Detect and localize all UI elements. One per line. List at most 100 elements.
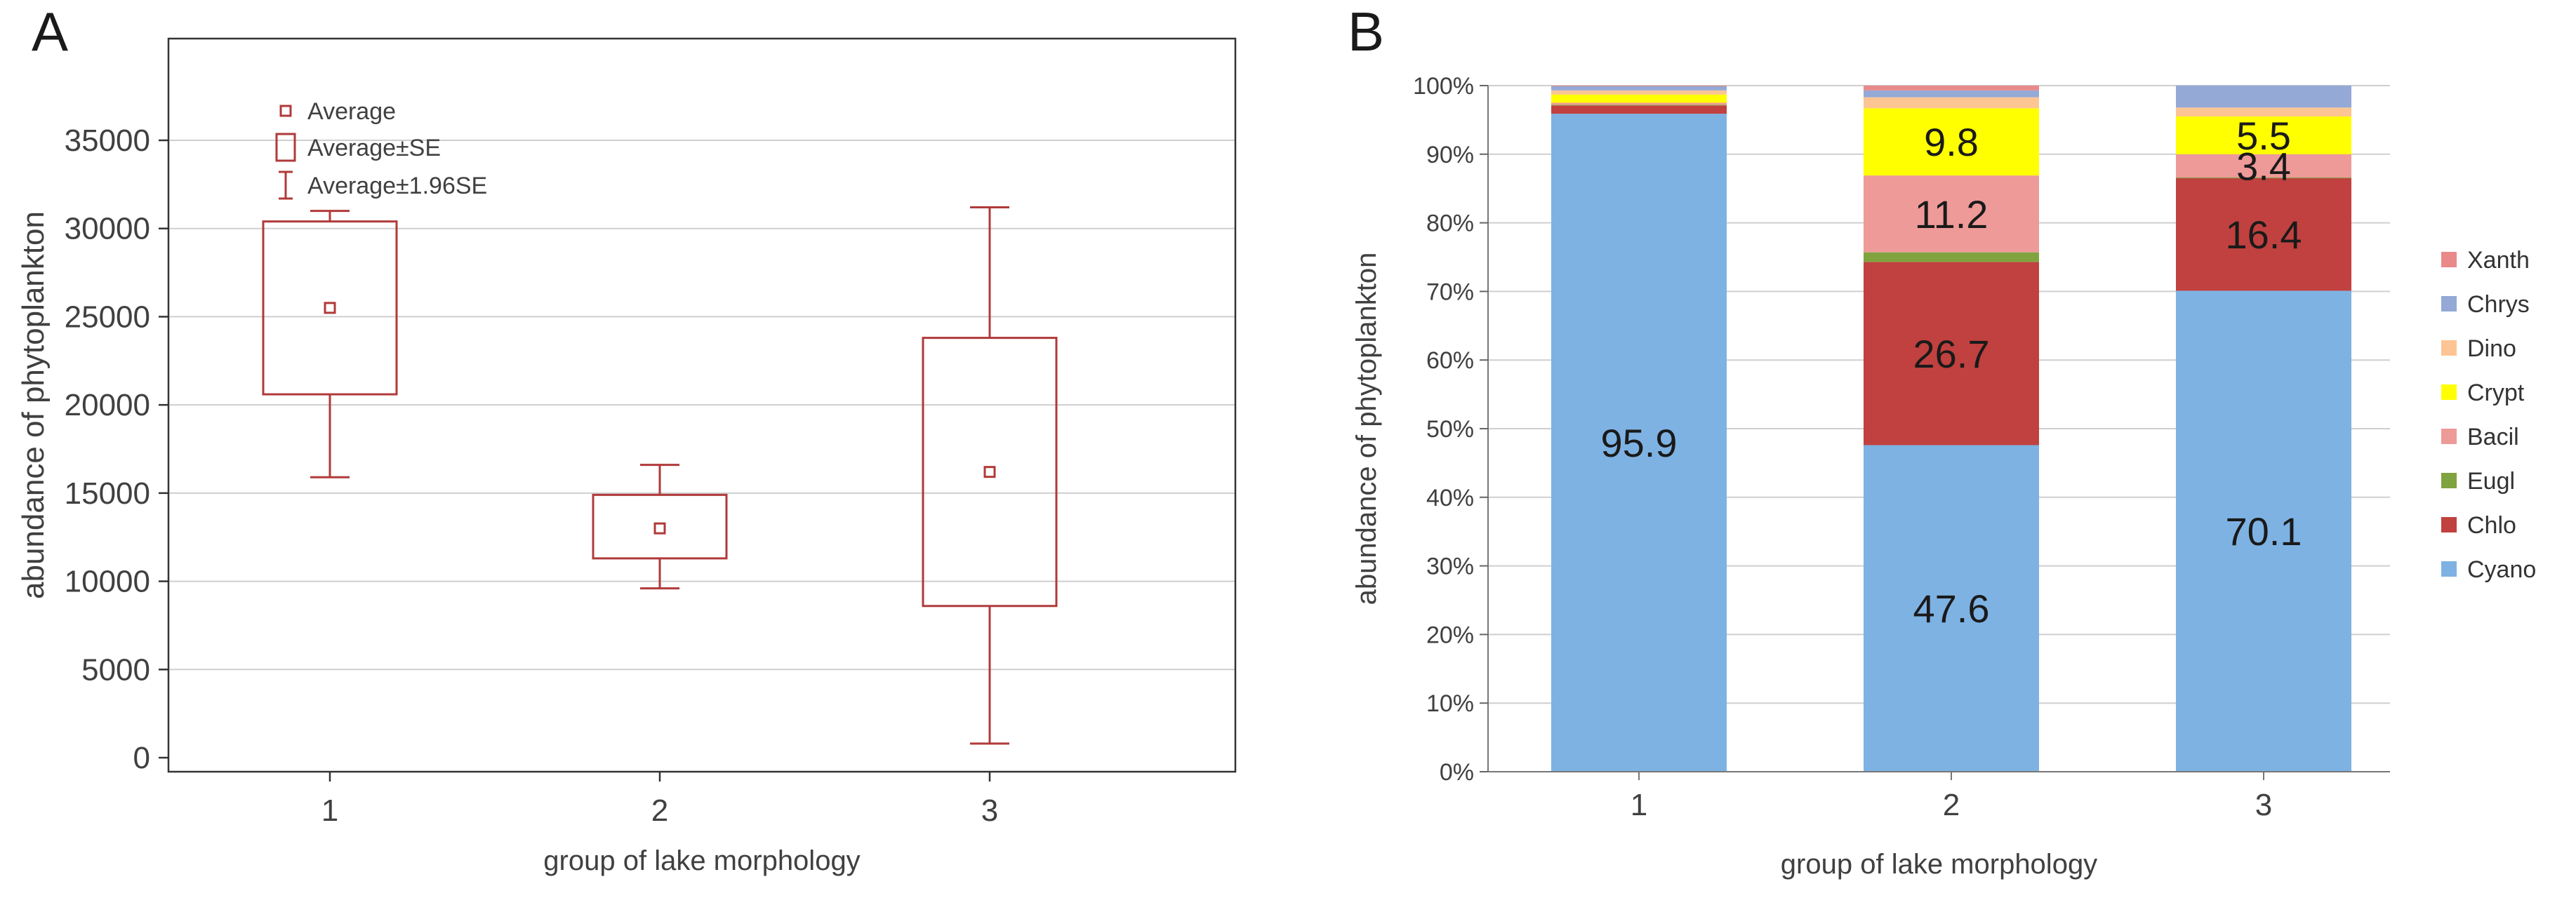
panel-b-y-tick-label: 0% <box>1440 759 1474 786</box>
panel-b-bar-segment-bacil <box>2176 154 2351 178</box>
panel-b-bar-segment-eugl <box>1864 252 2039 262</box>
panel-b-bar-segment-bacil <box>1864 175 2039 253</box>
panel-b-y-tick-label: 50% <box>1426 416 1474 443</box>
panel-b-legend-label-xanth: Xanth <box>2467 247 2530 274</box>
panel-b-bar-segment-chrys <box>1551 86 1727 91</box>
panel-b-data-label: 47.6 <box>1913 587 1990 631</box>
panel-b-data-label: 9.8 <box>1924 120 1979 164</box>
panel-b-bar-segment-chlo <box>2176 178 2351 291</box>
panel-b-legend-swatch-chrys <box>2441 296 2457 311</box>
panel-a-gridlines <box>168 140 1235 671</box>
panel-a-legend-ci: Average±1.96SE <box>307 173 487 199</box>
panel-b-legend-label-crypt: Crypt <box>2467 380 2525 406</box>
panel-a-y-axis-title: abundance of phytoplankton <box>16 211 51 599</box>
panel-a-y-tick-label: 30000 <box>65 212 150 246</box>
panel-b-data-label: 16.4 <box>2226 213 2302 257</box>
panel-b-label: B <box>1348 1 1384 62</box>
panel-a-se-box <box>592 493 728 560</box>
panel-b-bars <box>1551 86 2351 772</box>
panel-a-y-tick-label: 5000 <box>81 652 150 687</box>
panel-b-bar-segment-xanth <box>1864 86 2039 91</box>
panel-a-legend-mean-marker <box>279 105 292 117</box>
panel-b-y-tick-label: 60% <box>1426 347 1474 374</box>
panel-b-bar-segment-eugl <box>2176 177 2351 179</box>
panel-b-bar-segment-chrys <box>2176 86 2351 108</box>
panel-b-x-ticks: 1 2 3 <box>1631 772 2272 822</box>
panel-b-bar-segment-chrys <box>1864 90 2039 98</box>
panel-b-legend-swatch-eugl <box>2441 473 2457 488</box>
panel-b-y-tick-label: 40% <box>1426 485 1474 511</box>
panel-b-legend-swatch-xanth <box>2441 252 2457 267</box>
panel-b-legend-swatch-crypt <box>2441 384 2457 400</box>
panel-b-data-label: 95.9 <box>1601 421 1678 465</box>
panel-b-legend-label-eugl: Eugl <box>2467 468 2515 495</box>
panel-a-x-ticks: 1 2 3 <box>321 772 998 828</box>
panel-b-data-label: 26.7 <box>1913 332 1990 376</box>
panel-a-se-box <box>922 337 1058 608</box>
panel-b-bar-segment-cyano <box>1551 114 1727 772</box>
panel-a-y-tick-label: 20000 <box>65 388 150 422</box>
panel-b-y-tick-label: 90% <box>1426 142 1474 168</box>
panel-b-bar-segment-chlo <box>1551 105 1727 114</box>
panel-b-bar-segment-crypt <box>1551 94 1727 103</box>
panel-a-y-tick-label: 0 <box>133 741 150 775</box>
panel-b-legend-swatch-bacil <box>2441 429 2457 444</box>
panel-a-mean-marker <box>324 302 336 314</box>
panel-a-y-tick-label: 10000 <box>65 565 150 599</box>
panel-a-legend-se: Average±SE <box>307 135 441 161</box>
panel-a-x-tick-label: 2 <box>651 793 668 828</box>
panel-b-legend-label-chrys: Chrys <box>2467 291 2530 318</box>
panel-b-x-tick-label: 3 <box>2255 788 2272 822</box>
panel-a-mean-marker <box>983 466 996 478</box>
panel-a-x-axis-title: group of lake morphology <box>543 845 860 876</box>
panel-b-y-tick-label: 10% <box>1426 690 1474 717</box>
panel-a-legend: Average Average±SE Average±1.96SE <box>275 98 487 200</box>
panel-a-y-tick-label: 25000 <box>65 300 150 334</box>
panel-a-legend-average: Average <box>307 98 396 125</box>
panel-b-data-label: 70.1 <box>2226 509 2302 554</box>
panel-b-y-tick-label: 80% <box>1426 210 1474 237</box>
panel-b-data-label: 11.2 <box>1915 192 1989 236</box>
panel-b-legend-label-cyano: Cyano <box>2467 556 2536 583</box>
panel-b-bar-segment-dino <box>1551 90 1727 95</box>
panel-b-y-ticks: 0% 10% 20% 30% 40% 50% 60% 70% 80% 90% 100% <box>1413 73 1488 786</box>
panel-b-y-tick-label: 100% <box>1413 73 1474 100</box>
panel-a-x-tick-label: 1 <box>321 793 338 828</box>
panel-b-bar-segment-crypt <box>2176 116 2351 154</box>
panel-b-x-tick-label: 2 <box>1943 788 1960 822</box>
panel-b-bar-segment-chlo <box>1864 262 2039 445</box>
panel-a-x-tick-label: 3 <box>981 793 998 828</box>
panel-b-bar-segment-dino <box>2176 107 2351 117</box>
panel-b-bar-segment-dino <box>1864 97 2039 109</box>
panel-a-mean-marker <box>653 522 666 535</box>
panel-b-x-axis-title: group of lake morphology <box>1781 849 2097 880</box>
panel-a-legend-se-box <box>275 133 296 162</box>
panel-b-legend-label-bacil: Bacil <box>2467 424 2519 450</box>
panel-b-bar-segment-bacil <box>1551 102 1727 105</box>
panel-a-y-tick-label: 35000 <box>65 123 150 158</box>
panel-a-se-box <box>262 220 398 396</box>
panel-b-bar-segment-crypt <box>1864 108 2039 176</box>
panel-b-legend-label-dino: Dino <box>2467 335 2516 362</box>
panel-b-legend: Xanth Chrys Dino Crypt Bacil Eugl Chlo Cyano <box>2441 247 2536 583</box>
panel-b-legend-swatch-dino <box>2441 340 2457 356</box>
panel-a-box-chart: A 0 5000 10000 15000 20000 25000 30000 35000 1 2… <box>16 1 1237 876</box>
panel-b-legend-swatch-cyano <box>2441 561 2457 577</box>
panel-b-y-axis-title: abundance of phytoplankton <box>1351 253 1382 605</box>
panel-b-data-label: 3.4 <box>2236 144 2291 188</box>
panel-b-legend-label-chlo: Chlo <box>2467 512 2516 539</box>
panel-a-label: A <box>32 1 68 62</box>
panel-b-y-tick-label: 70% <box>1426 279 1474 305</box>
panel-b-bar-segment-cyano <box>2176 290 2351 772</box>
panel-b-y-tick-label: 30% <box>1426 554 1474 580</box>
panel-a-y-tick-label: 15000 <box>65 476 150 511</box>
panel-b-y-tick-label: 20% <box>1426 622 1474 648</box>
panel-b-x-tick-label: 1 <box>1631 788 1647 822</box>
panel-a-boxes <box>262 206 1058 745</box>
panel-b-data-labels: 95.9 47.6 26.7 11.2 9.8 70.1 16.4 3.45.5 <box>1601 114 2302 631</box>
panel-a-y-ticks: 0 5000 10000 15000 20000 25000 30000 35000 <box>65 123 168 775</box>
panel-b-data-label: 5.5 <box>2236 114 2291 158</box>
panel-b-legend-swatch-chlo <box>2441 517 2457 532</box>
